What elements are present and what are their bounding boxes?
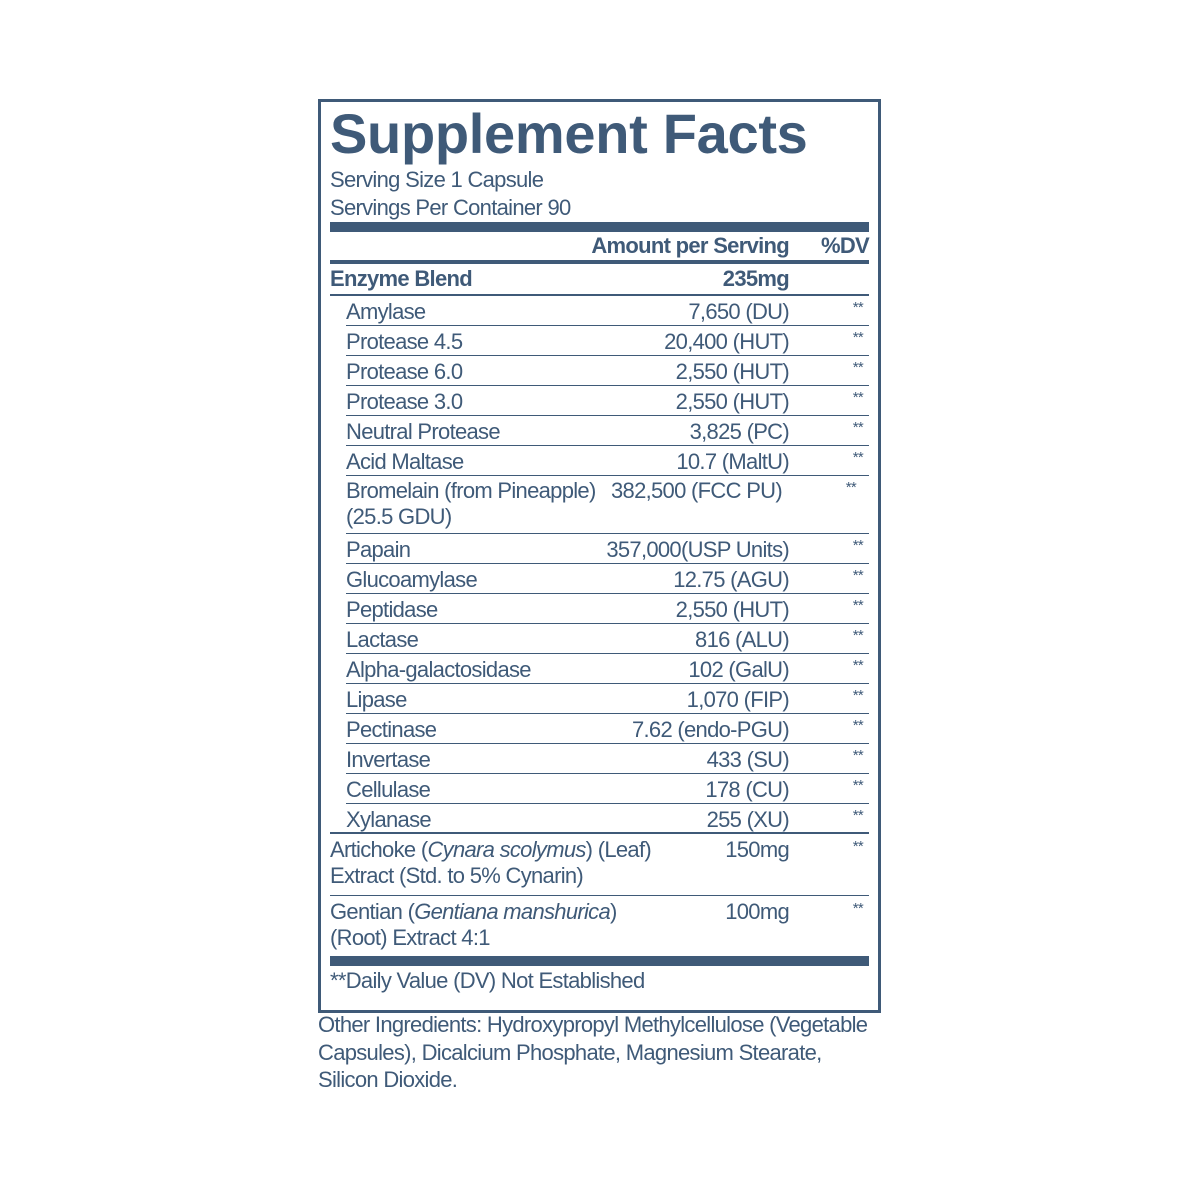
enzyme-amount: 7.62 (endo-PGU) xyxy=(631,717,790,742)
enzyme-row: Lactase 816 (ALU) ** xyxy=(346,624,869,654)
enzyme-name: Protease 4.5 xyxy=(346,329,463,354)
enzyme-dv: ** xyxy=(852,687,864,704)
thick-divider xyxy=(330,222,869,232)
enzyme-dv: ** xyxy=(852,777,864,794)
enzyme-amount: 102 (GalU) xyxy=(688,657,789,682)
enzyme-row: Lipase 1,070 (FIP) ** xyxy=(346,684,869,714)
thick-divider xyxy=(330,956,869,966)
enzyme-amount: 2,550 (HUT) xyxy=(675,597,790,622)
blend-row: Enzyme Blend 235mg xyxy=(330,264,869,296)
enzyme-row: Amylase 7,650 (DU) ** xyxy=(346,296,869,326)
enzyme-amount: 2,550 (HUT) xyxy=(675,389,790,414)
enzyme-row: Acid Maltase 10.7 (MaltU) ** xyxy=(346,446,869,476)
artichoke-amount: 150mg xyxy=(725,837,789,862)
enzyme-amount: 382,500 (FCC PU) xyxy=(611,478,783,503)
enzyme-dv: ** xyxy=(852,299,864,316)
enzyme-amount: 3,825 (PC) xyxy=(689,419,790,444)
gentian-dv: ** xyxy=(852,900,864,917)
enzyme-name: Alpha-galactosidase xyxy=(346,657,532,682)
enzyme-dv: ** xyxy=(852,597,864,614)
gentian-name: Gentian (Gentiana manshurica) (Root) Extr… xyxy=(330,899,617,950)
enzyme-dv: ** xyxy=(852,389,864,406)
enzyme-amount: 20,400 (HUT) xyxy=(664,329,790,354)
enzyme-name: Amylase xyxy=(346,299,426,324)
enzyme-list: Amylase 7,650 (DU) ** Protease 4.5 20,400 (H… xyxy=(330,296,869,832)
enzyme-amount: 816 (ALU) xyxy=(695,627,790,652)
enzyme-dv: ** xyxy=(852,419,864,436)
servings-per-container: Servings Per Container 90 xyxy=(330,195,571,220)
artichoke-name: Artichoke (Cynara scolymus) (Leaf) Extrac… xyxy=(330,837,652,888)
serving-size: Serving Size 1 Capsule xyxy=(330,167,544,192)
dv-header: %DV xyxy=(820,233,870,258)
enzyme-row: Cellulase 178 (CU) ** xyxy=(346,774,869,804)
enzyme-dv: ** xyxy=(852,657,864,674)
column-header-row: Amount per Serving %DV xyxy=(330,232,870,264)
enzyme-dv: ** xyxy=(852,627,864,644)
enzyme-name: Cellulase xyxy=(346,777,431,802)
enzyme-dv: ** xyxy=(852,329,864,346)
enzyme-amount: 255 (XU) xyxy=(706,807,790,832)
enzyme-dv: ** xyxy=(852,449,864,466)
enzyme-dv: ** xyxy=(845,479,857,496)
enzyme-dv: ** xyxy=(852,567,864,584)
enzyme-row: Bromelain (from Pineapple) (25.5 GDU) 382… xyxy=(346,476,869,534)
footnote: **Daily Value (DV) Not Established xyxy=(330,968,645,993)
enzyme-name: Lipase xyxy=(346,687,407,712)
amount-header: Amount per Serving xyxy=(591,233,789,258)
enzyme-amount: 10.7 (MaltU) xyxy=(676,449,789,474)
enzyme-amount: 178 (CU) xyxy=(705,777,789,802)
enzyme-row: Peptidase 2,550 (HUT) ** xyxy=(346,594,869,624)
enzyme-amount: 12.75 (AGU) xyxy=(673,567,789,592)
enzyme-amount: 433 (SU) xyxy=(706,747,790,772)
enzyme-dv: ** xyxy=(852,537,864,554)
blend-amount: 235mg xyxy=(722,266,790,291)
enzyme-name: Protease 3.0 xyxy=(346,389,463,414)
artichoke-dv: ** xyxy=(852,838,864,855)
enzyme-name: Invertase xyxy=(346,747,431,772)
panel-title: Supplement Facts xyxy=(330,102,808,165)
enzyme-name: Xylanase xyxy=(346,807,432,832)
enzyme-row: Pectinase 7.62 (endo-PGU) ** xyxy=(346,714,869,744)
artichoke-row: Artichoke (Cynara scolymus) (Leaf) Extrac… xyxy=(330,834,869,896)
enzyme-name: Bromelain (from Pineapple) (25.5 GDU) xyxy=(346,478,596,529)
enzyme-row: Glucoamylase 12.75 (AGU) ** xyxy=(346,564,869,594)
enzyme-dv: ** xyxy=(852,807,864,824)
gentian-row: Gentian (Gentiana manshurica) (Root) Extr… xyxy=(330,896,869,956)
supplement-facts-panel: Supplement Facts Serving Size 1 Capsule … xyxy=(318,99,881,1013)
enzyme-row: Alpha-galactosidase 102 (GalU) ** xyxy=(346,654,869,684)
enzyme-amount: 357,000(USP Units) xyxy=(606,537,789,562)
enzyme-dv: ** xyxy=(852,747,864,764)
enzyme-row: Neutral Protease 3,825 (PC) ** xyxy=(346,416,869,446)
blend-name: Enzyme Blend xyxy=(330,266,473,291)
enzyme-amount: 1,070 (FIP) xyxy=(686,687,790,712)
enzyme-name: Peptidase xyxy=(346,597,438,622)
enzyme-row: Protease 4.5 20,400 (HUT) ** xyxy=(346,326,869,356)
enzyme-dv: ** xyxy=(852,359,864,376)
gentian-amount: 100mg xyxy=(725,899,789,924)
enzyme-dv: ** xyxy=(852,717,864,734)
divider xyxy=(330,832,869,834)
enzyme-name: Glucoamylase xyxy=(346,567,478,592)
enzyme-row: Papain 357,000(USP Units) ** xyxy=(346,534,869,564)
other-ingredients: Other Ingredients: Hydroxypropyl Methylc… xyxy=(318,1012,868,1092)
enzyme-amount: 7,650 (DU) xyxy=(688,299,789,324)
enzyme-name: Protease 6.0 xyxy=(346,359,463,384)
enzyme-name: Acid Maltase xyxy=(346,449,464,474)
enzyme-name: Neutral Protease xyxy=(346,419,501,444)
enzyme-name: Papain xyxy=(346,537,411,562)
enzyme-row: Protease 6.0 2,550 (HUT) ** xyxy=(346,356,869,386)
enzyme-name: Pectinase xyxy=(346,717,437,742)
enzyme-amount: 2,550 (HUT) xyxy=(675,359,790,384)
enzyme-row: Xylanase 255 (XU) ** xyxy=(346,804,869,832)
enzyme-row: Invertase 433 (SU) ** xyxy=(346,744,869,774)
enzyme-row: Protease 3.0 2,550 (HUT) ** xyxy=(346,386,869,416)
enzyme-name: Lactase xyxy=(346,627,419,652)
